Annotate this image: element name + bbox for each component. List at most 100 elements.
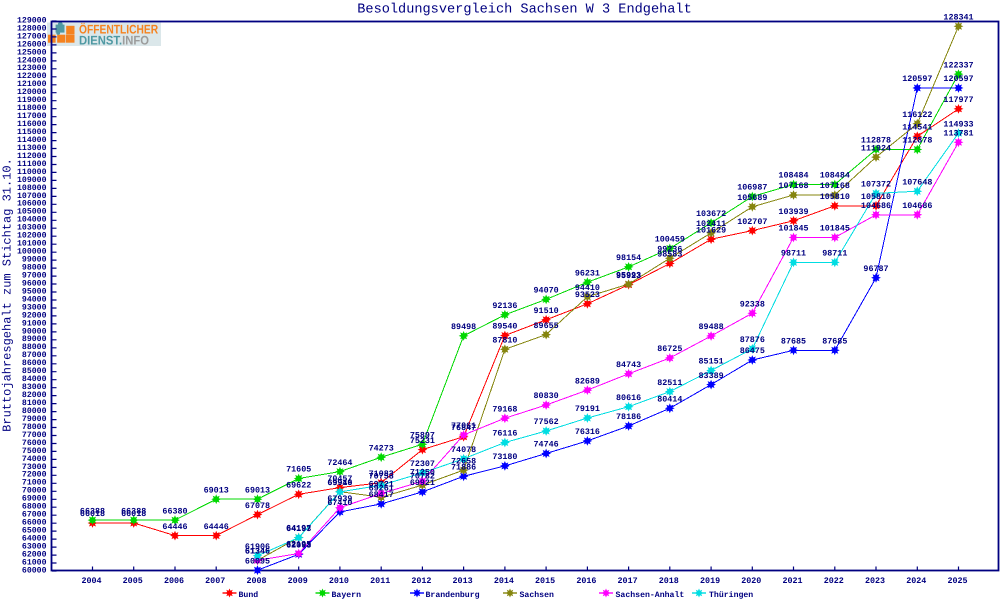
svg-text:104686: 104686 [902,201,932,211]
svg-text:2011: 2011 [370,576,390,586]
svg-text:64197: 64197 [286,524,311,534]
svg-text:98000: 98000 [22,264,47,273]
svg-text:72658: 72658 [451,456,476,466]
svg-text:64193: 64193 [286,524,311,534]
svg-text:82511: 82511 [657,378,682,388]
svg-text:95993: 95993 [616,270,641,280]
svg-text:72464: 72464 [327,458,352,468]
svg-text:94000: 94000 [22,295,47,304]
svg-text:95923: 95923 [616,271,641,281]
svg-text:109000: 109000 [17,176,47,185]
svg-text:64446: 64446 [204,522,229,532]
svg-text:116122: 116122 [902,110,932,120]
svg-text:75000: 75000 [22,447,47,456]
svg-text:83389: 83389 [699,371,724,381]
svg-text:122337: 122337 [943,60,973,70]
svg-text:102000: 102000 [17,232,47,241]
svg-text:104000: 104000 [17,216,47,225]
svg-text:67000: 67000 [22,511,47,520]
svg-text:74000: 74000 [22,455,47,464]
svg-text:2014: 2014 [494,576,514,586]
svg-text:76316: 76316 [575,427,600,437]
svg-text:119000: 119000 [17,96,47,105]
svg-text:2022: 2022 [824,576,844,586]
svg-text:69721: 69721 [369,480,394,490]
svg-text:DIENST.INFO: DIENST.INFO [79,34,149,48]
svg-text:66380: 66380 [162,506,187,516]
svg-text:66018: 66018 [80,509,105,519]
svg-text:67078: 67078 [245,501,270,511]
svg-text:101000: 101000 [17,240,47,249]
svg-text:98711: 98711 [822,249,847,259]
svg-text:101629: 101629 [696,225,726,235]
svg-text:87000: 87000 [22,351,47,360]
svg-text:101845: 101845 [778,224,808,234]
svg-text:Sachsen: Sachsen [520,591,554,600]
svg-text:68000: 68000 [22,503,47,512]
svg-text:108484: 108484 [820,171,850,181]
svg-text:92338: 92338 [740,299,765,309]
svg-text:89488: 89488 [699,322,724,332]
svg-text:2013: 2013 [453,576,473,586]
svg-text:120000: 120000 [17,88,47,97]
svg-text:87685: 87685 [781,337,806,347]
svg-text:Sachsen-Anhalt: Sachsen-Anhalt [616,591,685,600]
svg-text:2025: 2025 [947,576,967,586]
svg-text:2019: 2019 [700,576,720,586]
svg-text:61906: 61906 [245,542,270,552]
svg-text:2023: 2023 [865,576,885,586]
svg-text:85151: 85151 [699,357,724,367]
svg-text:121000: 121000 [17,80,47,89]
svg-text:87810: 87810 [492,336,517,346]
svg-text:73180: 73180 [492,452,517,462]
svg-text:66018: 66018 [121,509,146,519]
svg-text:98711: 98711 [781,249,806,259]
svg-text:105810: 105810 [820,192,850,202]
svg-text:66388: 66388 [80,506,105,516]
svg-text:67410: 67410 [327,498,352,508]
svg-text:64446: 64446 [162,522,187,532]
svg-text:91000: 91000 [22,319,47,328]
svg-text:117000: 117000 [17,112,47,121]
svg-text:79191: 79191 [575,404,600,414]
svg-text:89655: 89655 [534,321,559,331]
svg-text:70457: 70457 [327,474,352,484]
svg-text:Thüringen: Thüringen [709,591,753,600]
svg-text:65000: 65000 [22,527,47,536]
svg-text:120597: 120597 [943,74,973,84]
svg-text:70758: 70758 [369,471,394,481]
svg-text:76116: 76116 [492,429,517,439]
svg-text:86475: 86475 [740,346,765,356]
svg-text:110000: 110000 [17,168,47,177]
svg-text:60095: 60095 [245,556,270,566]
svg-text:103000: 103000 [17,224,47,233]
svg-text:80616: 80616 [616,393,641,403]
svg-text:2005: 2005 [123,576,143,586]
svg-text:2021: 2021 [782,576,802,586]
svg-text:99000: 99000 [22,256,47,265]
svg-text:95000: 95000 [22,287,47,296]
svg-text:88000: 88000 [22,343,47,352]
svg-text:106000: 106000 [17,200,47,209]
svg-text:Bruttojahresgehalt zum Stichta: Bruttojahresgehalt zum Stichtag 31.10. [1,158,15,432]
svg-text:105810: 105810 [861,192,891,202]
svg-text:71000: 71000 [22,479,47,488]
svg-text:2016: 2016 [576,576,596,586]
svg-text:123000: 123000 [17,64,47,73]
svg-text:73000: 73000 [22,463,47,472]
svg-text:2018: 2018 [659,576,679,586]
svg-text:72307: 72307 [410,459,435,469]
svg-text:2010: 2010 [329,576,349,586]
svg-text:69946: 69946 [327,478,352,488]
svg-text:118000: 118000 [17,104,47,113]
svg-text:114000: 114000 [17,136,47,145]
svg-text:89000: 89000 [22,335,47,344]
svg-text:85000: 85000 [22,367,47,376]
svg-text:102411: 102411 [696,219,726,229]
svg-text:70782: 70782 [410,471,435,481]
svg-text:117977: 117977 [943,95,973,105]
svg-text:120597: 120597 [902,74,932,84]
svg-text:74078: 74078 [451,445,476,455]
svg-text:128000: 128000 [17,24,47,33]
svg-text:67939: 67939 [327,494,352,504]
